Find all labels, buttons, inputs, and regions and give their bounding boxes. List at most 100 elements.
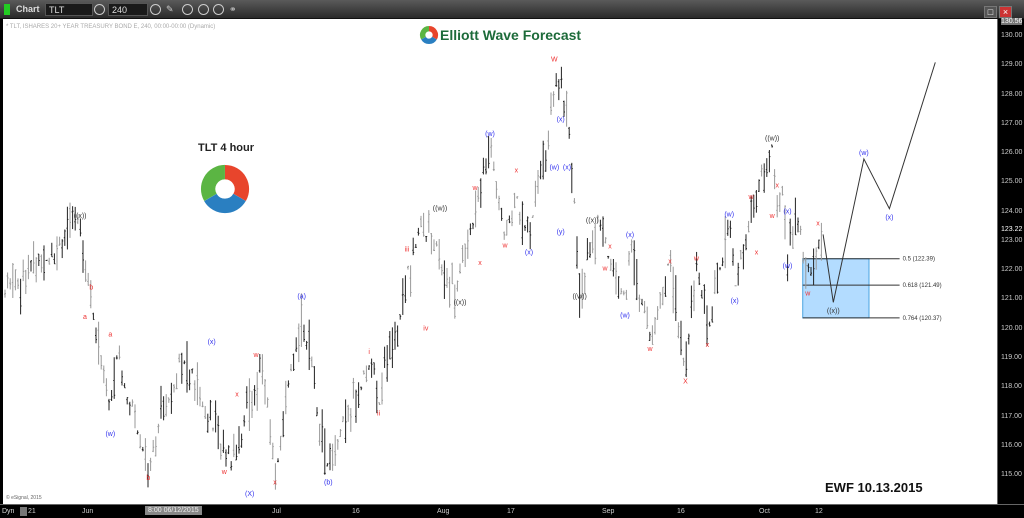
price-bar <box>752 194 755 218</box>
scale-toggle-button[interactable] <box>20 507 27 516</box>
price-bar <box>485 158 487 175</box>
close-button[interactable]: × <box>999 6 1012 18</box>
price-bar <box>45 259 48 261</box>
price-bar <box>539 160 542 180</box>
symbol-select[interactable]: TLT <box>45 3 93 16</box>
price-bar <box>391 327 394 369</box>
wave-label: W <box>551 56 558 63</box>
price-bar <box>128 401 131 416</box>
price-bar <box>508 215 511 224</box>
wave-label: w <box>769 213 776 220</box>
price-bar <box>160 385 162 419</box>
price-bar <box>240 433 243 448</box>
price-bar <box>108 398 110 411</box>
price-bar <box>589 242 591 258</box>
price-bar <box>365 365 368 383</box>
price-bar <box>279 435 282 451</box>
price-bar <box>638 294 641 312</box>
y-tick-label: 116.00 <box>1001 441 1022 449</box>
interval-select[interactable]: 240 <box>108 3 148 16</box>
price-bar <box>739 249 742 260</box>
price-bar <box>386 345 389 382</box>
price-bar <box>196 362 199 406</box>
clock-icon[interactable] <box>150 4 161 15</box>
price-bar <box>318 423 321 446</box>
price-bar <box>794 197 797 236</box>
price-bar <box>141 446 144 452</box>
y-tick-label: 121.00 <box>1001 295 1023 303</box>
price-bar <box>344 399 347 444</box>
price-bar <box>347 404 350 422</box>
price-axis[interactable]: 130.00 129.00 128.00 127.00 126.00 125.00 124.… <box>997 17 1024 504</box>
price-bar <box>373 362 376 375</box>
restore-button[interactable]: □ <box>984 6 997 18</box>
cursor-date-label: 8:00 06/12/2015 <box>145 506 202 515</box>
price-bar <box>472 222 474 230</box>
price-bar <box>6 272 9 289</box>
price-bar <box>563 100 565 117</box>
price-bar <box>669 250 672 273</box>
settings-icon[interactable] <box>94 4 105 15</box>
price-bar <box>92 312 95 321</box>
price-bar <box>461 245 464 263</box>
wave-label: x <box>668 258 672 265</box>
price-bar <box>810 266 812 276</box>
price-bar <box>368 365 370 370</box>
pencil-icon[interactable]: ✎ <box>166 4 174 14</box>
x-tick-label: 17 <box>507 508 515 515</box>
price-bar <box>102 365 105 384</box>
price-bar <box>430 233 433 255</box>
price-bar <box>487 136 490 169</box>
refresh-icon[interactable] <box>182 4 193 15</box>
price-bar <box>74 206 77 231</box>
price-bar <box>58 236 61 246</box>
price-bar <box>355 389 357 423</box>
price-bar <box>258 354 261 373</box>
play-icon[interactable] <box>198 4 209 15</box>
price-bar <box>266 397 269 408</box>
price-bar <box>440 264 443 276</box>
price-bar <box>173 384 175 393</box>
x-tick-label: Jun <box>82 508 94 515</box>
price-bar <box>466 229 469 259</box>
price-bar <box>295 337 298 353</box>
price-bar <box>651 325 654 346</box>
price-bar <box>700 290 703 299</box>
price-bar <box>789 218 792 246</box>
link-icon[interactable]: ⚭ <box>229 4 237 14</box>
price-bar <box>35 257 38 283</box>
wave-label: ((w)) <box>765 135 779 142</box>
price-bar <box>139 434 142 449</box>
price-bar <box>71 206 74 230</box>
price-bar <box>812 248 815 286</box>
price-bar <box>438 238 441 270</box>
price-bar <box>193 380 196 401</box>
x-tick-label: 16 <box>677 508 685 515</box>
wave-label: (x) <box>885 214 893 221</box>
wave-label: w <box>221 469 228 476</box>
copyright: © eSignal, 2015 <box>6 495 42 501</box>
wave-label: w <box>252 352 259 359</box>
time-axis[interactable]: Dyn 8:00 06/12/2015 21 Jun Jul 16 Aug 17 Sep 16… <box>0 504 1024 518</box>
wave-label: b <box>146 475 150 482</box>
wave-label: w <box>601 266 608 273</box>
price-bar <box>729 220 732 238</box>
price-bar <box>659 292 662 309</box>
price-bar <box>594 223 597 265</box>
x-tick-label: Jul <box>272 508 281 515</box>
alert-icon[interactable] <box>213 4 224 15</box>
chart-toolbar: Chart TLT 240 ✎ ⚭ □ × <box>0 0 1024 19</box>
wave-label: (b) <box>324 479 333 486</box>
price-bar <box>690 285 693 319</box>
wave-label: x <box>776 182 780 189</box>
price-bar <box>381 372 383 405</box>
price-bar <box>586 238 589 261</box>
price-bar <box>568 126 571 139</box>
price-bar <box>578 273 581 318</box>
price-bar <box>115 355 118 360</box>
price-bar <box>297 323 300 363</box>
price-bar <box>518 211 521 225</box>
price-bar <box>693 280 695 312</box>
wave-label: a <box>83 314 87 321</box>
dyn-label[interactable]: Dyn <box>2 508 15 515</box>
